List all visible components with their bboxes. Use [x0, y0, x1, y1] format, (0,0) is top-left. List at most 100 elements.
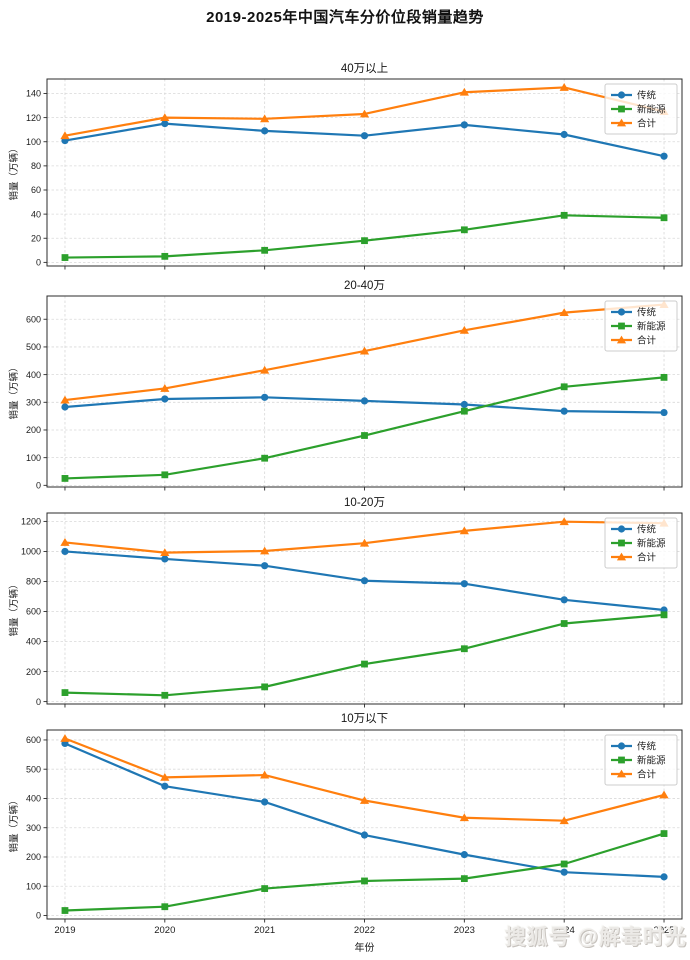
y-tick-label: 0: [36, 911, 41, 921]
y-axis-label-100k-200k: 销量（万辆）: [9, 579, 20, 637]
series-marker-traditional: [261, 127, 269, 135]
y-tick-label: 500: [26, 342, 41, 352]
series-marker-total: [459, 325, 469, 334]
series-marker-traditional: [61, 547, 69, 556]
series-marker-traditional: [560, 868, 568, 876]
series-marker-nev: [261, 454, 269, 462]
figure-title: 2019-2025年中国汽车分价位段销量趋势: [206, 9, 484, 26]
y-tick-label: 200: [26, 667, 41, 677]
subplot-title-over-400k: 40万以上: [340, 63, 389, 75]
legend-marker-total: [616, 118, 627, 127]
series-marker-traditional: [460, 851, 468, 859]
series-marker-total: [60, 395, 70, 404]
y-tick-label: 1000: [21, 547, 41, 557]
legend-label-total: 合计: [637, 334, 657, 346]
series-marker-traditional: [261, 562, 269, 570]
legend-marker-traditional: [617, 91, 626, 99]
y-tick-label: 100: [26, 137, 41, 147]
series-marker-total: [260, 114, 270, 123]
legend-marker-nev: [618, 322, 625, 330]
legend-label-traditional: 传统: [637, 523, 657, 535]
y-tick-label: 120: [26, 113, 41, 123]
legend-entry-total: 合计: [611, 334, 657, 346]
series-marker-traditional: [261, 393, 269, 401]
subplot-title-200k-400k: 20-40万: [344, 280, 385, 292]
series-marker-traditional: [560, 596, 568, 604]
legend-label-nev: 新能源: [637, 320, 666, 332]
legend-marker-traditional: [617, 308, 626, 316]
series-marker-nev: [161, 903, 169, 911]
series-marker-traditional: [360, 831, 369, 839]
legend-entry-total: 合计: [611, 768, 657, 780]
y-tick-label: 300: [26, 397, 41, 407]
series-marker-traditional: [261, 798, 269, 806]
legend-marker-nev: [618, 539, 625, 547]
y-axis-label-200k-400k: 销量（万辆）: [9, 362, 20, 420]
series-marker-nev: [161, 252, 169, 260]
y-tick-label: 400: [26, 370, 41, 380]
series-marker-nev: [660, 830, 668, 837]
legend-entry-nev: 新能源: [611, 537, 666, 549]
x-tick-label: 2022: [354, 925, 375, 936]
series-marker-traditional: [61, 403, 69, 411]
series-marker-total: [359, 538, 370, 547]
series-marker-nev: [460, 875, 468, 883]
series-marker-traditional: [161, 555, 169, 563]
y-tick-label: 300: [26, 823, 41, 833]
legend-label-traditional: 传统: [637, 740, 657, 752]
y-tick-label: 100: [26, 453, 41, 463]
subplot-title-under-100k: 10万以下: [340, 713, 389, 725]
series-marker-total: [260, 365, 270, 374]
legend-marker-nev: [618, 105, 625, 113]
legend-marker-total: [616, 335, 627, 344]
series-marker-traditional: [460, 121, 468, 129]
series-marker-traditional: [460, 400, 468, 409]
series-marker-total: [60, 131, 70, 140]
series-marker-total: [559, 83, 569, 91]
series-marker-traditional: [660, 152, 668, 160]
series-marker-nev: [560, 211, 568, 219]
y-tick-label: 20: [31, 233, 41, 243]
series-marker-nev: [460, 645, 468, 653]
y-tick-label: 0: [36, 697, 41, 707]
series-marker-traditional: [660, 408, 668, 417]
series-marker-traditional: [560, 407, 568, 415]
series-marker-total: [359, 346, 370, 355]
y-tick-label: 60: [31, 185, 41, 195]
series-marker-nev: [161, 691, 169, 699]
legend-marker-total: [616, 552, 627, 561]
y-tick-label: 500: [26, 764, 41, 774]
series-marker-nev: [361, 877, 368, 885]
series-marker-traditional: [161, 782, 169, 790]
legend-label-traditional: 传统: [637, 89, 657, 101]
legend-entry-traditional: 传统: [611, 89, 657, 101]
legend-label-total: 合计: [637, 117, 657, 129]
x-tick-label: 2019: [54, 925, 75, 936]
x-tick-label: 2020: [154, 925, 175, 936]
series-marker-traditional: [360, 577, 369, 585]
x-tick-label: 2024: [554, 925, 575, 936]
series-marker-total: [659, 790, 669, 799]
series-marker-total: [60, 734, 70, 742]
series-marker-nev: [560, 860, 568, 868]
series-marker-nev: [460, 407, 468, 415]
y-tick-label: 400: [26, 794, 41, 804]
series-marker-nev: [61, 907, 69, 914]
series-marker-total: [160, 384, 170, 392]
y-tick-label: 0: [36, 258, 41, 268]
subplot-under-100k: 0 100 200 300 400 500 600 2019 2020 2021 2022 2023 2…: [26, 729, 683, 936]
series-marker-traditional: [460, 580, 468, 588]
series-marker-nev: [361, 660, 368, 668]
series-marker-total: [559, 308, 569, 317]
x-tick-label: 2025: [653, 925, 674, 936]
series-marker-total: [559, 816, 569, 825]
series-marker-nev: [261, 246, 269, 254]
series-marker-total: [459, 526, 469, 535]
series-marker-traditional: [360, 132, 369, 140]
